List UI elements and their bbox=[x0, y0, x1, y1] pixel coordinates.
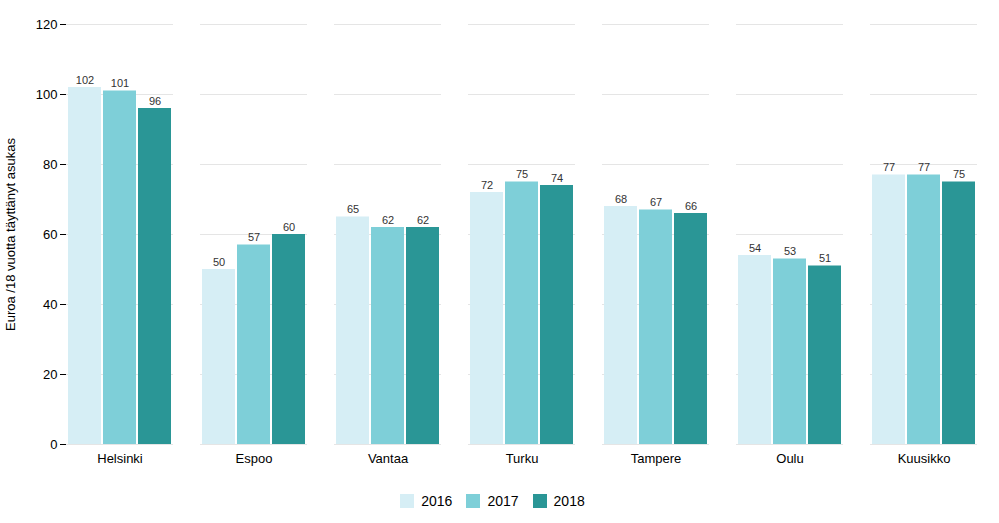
svg-text:66: 66 bbox=[685, 200, 697, 212]
svg-text:62: 62 bbox=[417, 214, 429, 226]
svg-text:72: 72 bbox=[481, 179, 493, 191]
svg-text:101: 101 bbox=[111, 77, 129, 89]
svg-text:Tampere: Tampere bbox=[631, 451, 682, 466]
svg-text:Kuusikko: Kuusikko bbox=[898, 451, 951, 466]
svg-text:77: 77 bbox=[918, 161, 930, 173]
svg-text:67: 67 bbox=[650, 196, 662, 208]
svg-text:62: 62 bbox=[382, 214, 394, 226]
svg-text:0: 0 bbox=[50, 437, 57, 452]
svg-text:60: 60 bbox=[283, 221, 295, 233]
svg-text:Espoo: Espoo bbox=[236, 451, 273, 466]
svg-text:20: 20 bbox=[43, 367, 57, 382]
svg-text:60: 60 bbox=[43, 227, 57, 242]
html-text:2018: 2018 bbox=[553, 492, 585, 509]
svg-text:57: 57 bbox=[248, 231, 260, 243]
svg-text:53: 53 bbox=[784, 245, 796, 257]
html-text:2017: 2017 bbox=[487, 492, 519, 509]
svg-text:40: 40 bbox=[43, 297, 57, 312]
svg-text:65: 65 bbox=[347, 203, 359, 215]
svg-text:80: 80 bbox=[43, 157, 57, 172]
svg-text:50: 50 bbox=[213, 256, 225, 268]
svg-text:Turku: Turku bbox=[506, 451, 539, 466]
svg-text:120: 120 bbox=[36, 17, 58, 32]
svg-text:100: 100 bbox=[36, 87, 58, 102]
svg-text:96: 96 bbox=[149, 95, 161, 107]
html-text:2016: 2016 bbox=[421, 492, 453, 509]
svg-text:75: 75 bbox=[516, 168, 528, 180]
svg-text:Oulu: Oulu bbox=[776, 451, 803, 466]
svg-text:77: 77 bbox=[883, 161, 895, 173]
svg-text:102: 102 bbox=[76, 74, 94, 86]
svg-text:Helsinki: Helsinki bbox=[97, 451, 143, 466]
svg-text:74: 74 bbox=[551, 172, 563, 184]
svg-text:Euroa /18 vuotta täyttänyt asu: Euroa /18 vuotta täyttänyt asukas bbox=[3, 138, 18, 331]
svg-text:Vantaa: Vantaa bbox=[368, 451, 409, 466]
svg-text:68: 68 bbox=[615, 193, 627, 205]
svg-text:75: 75 bbox=[953, 168, 965, 180]
svg-text:51: 51 bbox=[819, 252, 831, 264]
svg-text:54: 54 bbox=[749, 242, 761, 254]
